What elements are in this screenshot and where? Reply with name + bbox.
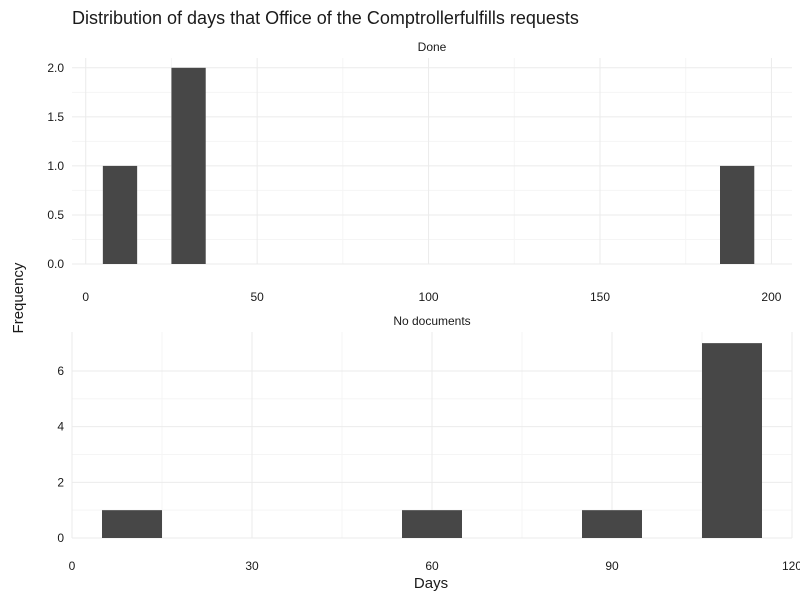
x-tick-label: 100	[419, 290, 439, 304]
panel-done: 0 50 100 150 200 0.0 0.5 1.0 1.5 2.0	[47, 58, 792, 304]
x-tick-label: 90	[605, 559, 619, 573]
y-tick-label: 0.0	[47, 257, 64, 271]
x-tick-label: 150	[590, 290, 610, 304]
x-tick-label: 120	[782, 559, 800, 573]
histogram-bar	[171, 67, 206, 264]
histogram-bar	[102, 510, 162, 538]
y-tick-label: 1.0	[47, 159, 64, 173]
x-tick-label: 0	[69, 559, 76, 573]
panel-no-documents: 0 30 60 90 120 0 2 4 6	[57, 332, 800, 573]
y-tick-label: 2	[57, 475, 64, 489]
histogram-bar	[720, 165, 755, 264]
histogram-bar	[702, 343, 762, 538]
y-tick-label: 4	[57, 420, 64, 434]
x-tick-label: 200	[761, 290, 781, 304]
chart-title: Distribution of days that Office of the …	[72, 8, 579, 28]
x-tick-label: 50	[250, 290, 264, 304]
x-axis-label: Days	[414, 575, 448, 592]
x-tick-label: 60	[425, 559, 439, 573]
y-tick-label: 1.5	[47, 110, 64, 124]
histogram-bar	[402, 510, 462, 538]
histogram-bar	[582, 510, 642, 538]
x-tick-label: 0	[82, 290, 89, 304]
y-tick-label: 2.0	[47, 61, 64, 75]
histogram-bar	[102, 165, 138, 264]
y-tick-label: 0	[57, 531, 64, 545]
facet-label-no-documents: No documents	[393, 314, 470, 328]
y-tick-label: 6	[57, 364, 64, 378]
facet-label-done: Done	[418, 40, 447, 54]
y-tick-label: 0.5	[47, 208, 64, 222]
y-axis-label: Frequency	[10, 262, 27, 333]
x-tick-label: 30	[245, 559, 259, 573]
